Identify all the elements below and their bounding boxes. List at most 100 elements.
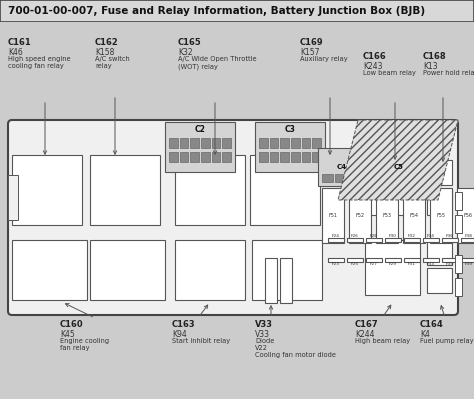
Bar: [301, 152, 310, 162]
Bar: [169, 138, 178, 148]
Text: High beam relay: High beam relay: [355, 338, 410, 344]
Bar: [349, 188, 371, 243]
Text: F39: F39: [465, 262, 473, 266]
Bar: [175, 240, 245, 300]
Bar: [165, 122, 235, 172]
Bar: [442, 258, 458, 262]
Text: K45: K45: [60, 330, 75, 339]
Text: K46: K46: [8, 48, 23, 57]
Bar: [406, 174, 417, 182]
Text: C168: C168: [423, 52, 447, 61]
Text: C166: C166: [363, 52, 387, 61]
Text: K243: K243: [363, 62, 383, 71]
Text: Start inhibit relay: Start inhibit relay: [172, 338, 230, 344]
Text: K157: K157: [300, 48, 319, 57]
Text: C4: C4: [337, 164, 347, 170]
Bar: [461, 238, 474, 242]
Bar: [250, 155, 320, 225]
Text: C161: C161: [8, 38, 32, 47]
Bar: [265, 258, 277, 303]
Bar: [455, 192, 462, 210]
Text: F25: F25: [351, 262, 359, 266]
Bar: [366, 238, 382, 242]
Text: C3: C3: [284, 126, 295, 134]
Text: K13: K13: [423, 62, 438, 71]
Bar: [347, 238, 363, 242]
Text: K32: K32: [178, 48, 192, 57]
Text: Auxiliary relay: Auxiliary relay: [300, 56, 347, 62]
Text: F24: F24: [332, 234, 340, 238]
Bar: [427, 268, 452, 293]
Bar: [328, 258, 344, 262]
Bar: [301, 138, 310, 148]
Bar: [322, 174, 333, 182]
Text: C5: C5: [394, 164, 404, 170]
Bar: [347, 258, 363, 262]
Text: F30: F30: [389, 234, 397, 238]
Text: High speed engine
cooling fan relay: High speed engine cooling fan relay: [8, 56, 71, 69]
Text: F26: F26: [351, 234, 359, 238]
Bar: [318, 148, 366, 186]
Text: K158: K158: [95, 48, 114, 57]
Bar: [427, 190, 452, 215]
Bar: [212, 152, 220, 162]
Bar: [201, 152, 210, 162]
Bar: [455, 215, 462, 233]
Text: Low beam relay: Low beam relay: [363, 70, 416, 76]
Text: F28: F28: [370, 234, 378, 238]
Bar: [379, 174, 390, 182]
Bar: [280, 152, 289, 162]
Text: C169: C169: [300, 38, 324, 47]
Text: F29: F29: [389, 262, 397, 266]
Bar: [385, 238, 401, 242]
Text: Power hold relay: Power hold relay: [423, 70, 474, 76]
Bar: [366, 258, 382, 262]
Text: F23: F23: [332, 262, 340, 266]
Text: C167: C167: [355, 320, 379, 329]
Bar: [201, 138, 210, 148]
Bar: [376, 188, 398, 243]
Bar: [375, 148, 423, 186]
Text: C163: C163: [172, 320, 196, 329]
Bar: [175, 155, 245, 225]
Text: F33: F33: [427, 262, 435, 266]
Bar: [322, 188, 344, 243]
FancyBboxPatch shape: [8, 120, 458, 315]
Bar: [365, 240, 420, 295]
Bar: [280, 258, 292, 303]
Text: C160: C160: [60, 320, 83, 329]
Bar: [8, 175, 18, 220]
Bar: [335, 174, 346, 182]
Text: A/C switch
relay: A/C switch relay: [95, 56, 130, 69]
Text: K4: K4: [420, 330, 430, 339]
Text: F35: F35: [446, 262, 454, 266]
Bar: [423, 238, 439, 242]
Text: C165: C165: [178, 38, 202, 47]
Text: K244: K244: [355, 330, 374, 339]
Text: Fuel pump relay: Fuel pump relay: [420, 338, 474, 344]
Bar: [392, 174, 403, 182]
Text: K94: K94: [172, 330, 187, 339]
Bar: [259, 152, 268, 162]
Text: F54: F54: [410, 213, 419, 218]
Bar: [255, 122, 325, 172]
Bar: [404, 258, 420, 262]
Text: Diode
V22
Cooling fan motor diode: Diode V22 Cooling fan motor diode: [255, 338, 336, 358]
Bar: [90, 240, 165, 300]
Text: F56: F56: [464, 213, 473, 218]
Text: C2: C2: [194, 126, 205, 134]
Bar: [270, 152, 278, 162]
Text: F34: F34: [427, 234, 435, 238]
Bar: [280, 138, 289, 148]
Bar: [259, 138, 268, 148]
Text: C162: C162: [95, 38, 119, 47]
Bar: [403, 188, 425, 243]
Bar: [427, 240, 452, 265]
Bar: [442, 238, 458, 242]
Bar: [169, 152, 178, 162]
Bar: [404, 238, 420, 242]
Bar: [270, 138, 278, 148]
Text: F32: F32: [408, 234, 416, 238]
Bar: [385, 258, 401, 262]
Bar: [365, 160, 420, 215]
